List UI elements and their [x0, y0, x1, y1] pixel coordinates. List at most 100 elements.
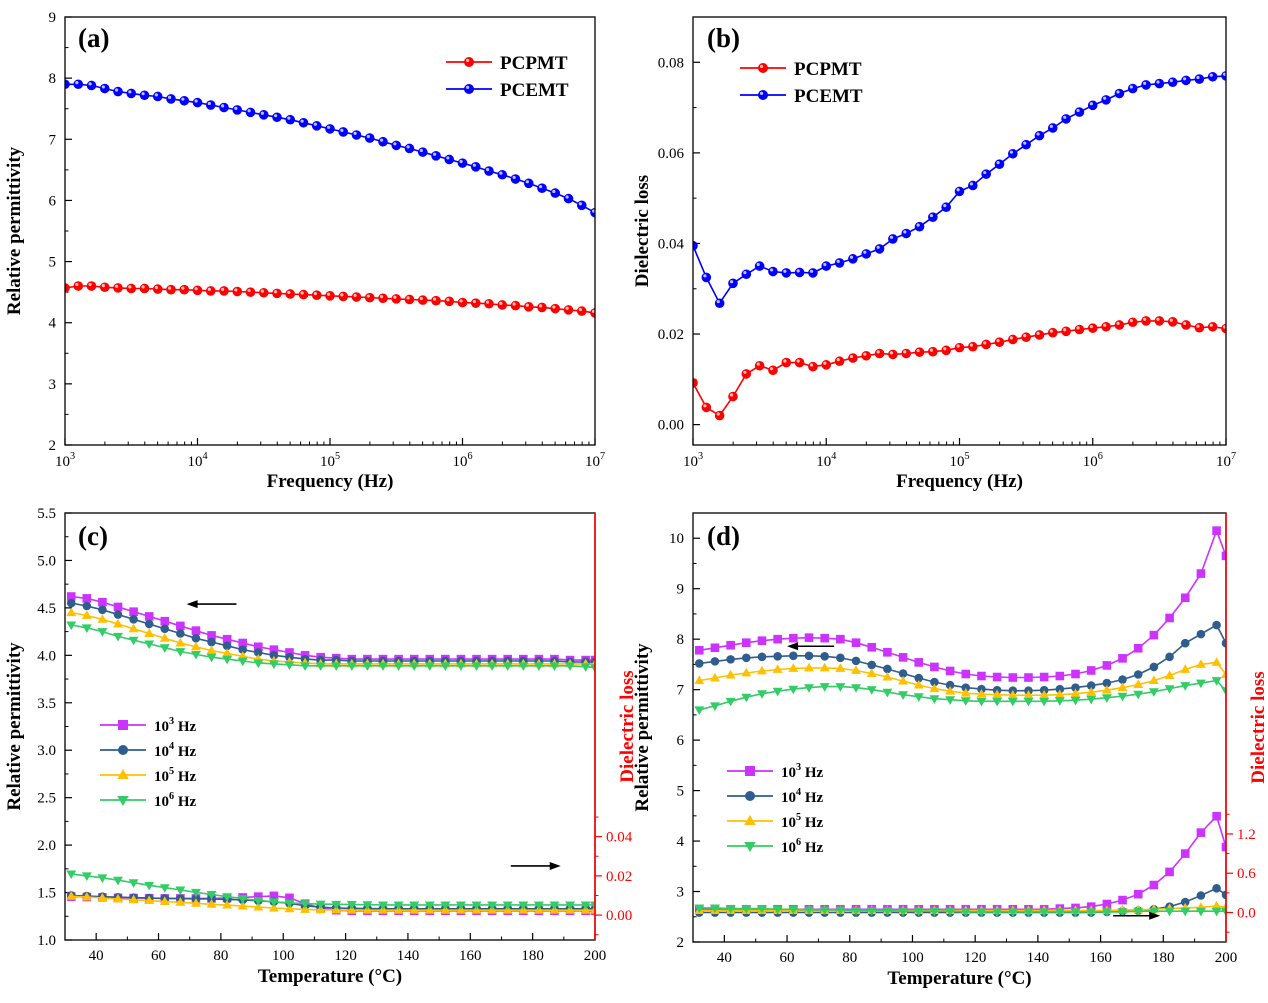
data-point: [549, 901, 560, 911]
data-point-highlight: [903, 350, 907, 354]
data-point: [725, 669, 736, 679]
data-point: [914, 347, 925, 357]
data-point: [882, 688, 893, 698]
data-point: [701, 272, 712, 283]
data-point-highlight: [327, 292, 331, 296]
x-tick-label: 104: [816, 451, 836, 470]
data-point: [550, 188, 561, 198]
data-point-highlight: [1089, 102, 1093, 106]
data-point: [898, 675, 909, 685]
x-axis-ticks: [723, 935, 1227, 942]
data-point: [510, 300, 521, 311]
data-point: [470, 162, 481, 172]
data-point: [97, 628, 108, 637]
data-point: [222, 648, 233, 657]
plot-frame: [64, 512, 596, 941]
series-0: [694, 526, 1226, 682]
data-point: [694, 706, 705, 715]
legend-label: 103 Hz: [154, 716, 197, 735]
data-point: [741, 693, 752, 703]
x-tick-label: 106: [452, 451, 472, 470]
plot-area: [65, 79, 595, 318]
data-point-highlight: [512, 302, 516, 306]
data-point: [789, 633, 798, 643]
data-point-highlight: [823, 361, 827, 365]
data-point: [549, 662, 560, 671]
data-point-highlight: [128, 90, 132, 94]
data-point: [945, 686, 956, 695]
data-point: [981, 339, 991, 350]
y-tick-label: 4: [49, 316, 57, 332]
data-point-highlight: [796, 359, 800, 363]
data-point: [311, 290, 322, 301]
data-point: [1149, 630, 1159, 640]
data-point: [470, 298, 481, 308]
series-7: [694, 904, 1226, 918]
y-tick-label: 3: [49, 377, 57, 393]
data-point: [144, 881, 155, 891]
y-tick-label: 7: [49, 132, 57, 148]
data-point-highlight: [578, 202, 582, 206]
data-point: [404, 143, 415, 154]
y2-tick-label: 0.0: [1237, 906, 1256, 922]
data-point-highlight: [1209, 73, 1213, 77]
y-tick-label: 0.06: [658, 146, 685, 162]
data-point: [754, 360, 765, 371]
data-point: [346, 901, 357, 910]
data-point-highlight: [1169, 79, 1173, 83]
data-point: [1127, 317, 1138, 328]
data-point: [497, 169, 508, 180]
data-point-highlight: [207, 287, 211, 291]
data-point: [139, 283, 150, 294]
data-point: [113, 876, 123, 886]
x-tick-label: 160: [1089, 950, 1112, 966]
legend-label: 106 Hz: [154, 791, 197, 810]
data-point: [113, 283, 123, 293]
data-point: [851, 684, 861, 693]
series-1: [693, 71, 1226, 309]
x-axis-label: Temperature (°C): [258, 966, 402, 987]
data-point: [1196, 569, 1206, 578]
data-point: [941, 202, 951, 213]
data-point: [152, 91, 163, 102]
data-point-highlight: [327, 125, 331, 129]
data-point: [190, 650, 201, 660]
data-point: [1054, 689, 1065, 699]
x-tick-label: 107: [585, 451, 605, 470]
data-point-highlight: [969, 343, 974, 347]
data-point: [563, 305, 574, 315]
data-point: [1148, 688, 1159, 697]
y2-tick-label: 0.02: [606, 869, 632, 885]
data-point: [929, 907, 940, 917]
data-point: [1194, 322, 1205, 333]
data-point: [772, 687, 783, 697]
legend-marker: [745, 791, 755, 801]
y-tick-label: 5: [49, 255, 57, 271]
data-point-highlight: [743, 271, 747, 275]
data-point: [113, 893, 123, 903]
data-point: [1133, 679, 1144, 689]
data-point: [834, 258, 845, 268]
series-7: [66, 870, 595, 911]
data-point-highlight: [703, 274, 707, 278]
data-point: [1101, 684, 1112, 694]
data-point: [471, 901, 482, 911]
data-point-highlight: [486, 167, 490, 172]
data-point-highlight: [592, 309, 595, 313]
data-point-highlight: [287, 116, 291, 120]
data-point-highlight: [525, 180, 529, 184]
data-point-highlight: [849, 354, 854, 359]
data-point: [1055, 684, 1065, 694]
data-point: [238, 645, 248, 654]
data-point: [1007, 908, 1018, 918]
data-point: [710, 702, 720, 711]
data-point: [883, 664, 892, 674]
data-point: [772, 905, 783, 915]
y-tick-label: 2: [49, 438, 57, 454]
series-line: [65, 83, 595, 214]
panel-b: 103 104 105 106 107 0.00 0.02 0.04 0.06 0.08 Frequ…: [632, 16, 1236, 492]
legend-marker: [117, 796, 129, 806]
data-point: [1180, 907, 1191, 917]
data-point-highlight: [849, 255, 854, 259]
data-point: [882, 907, 893, 916]
